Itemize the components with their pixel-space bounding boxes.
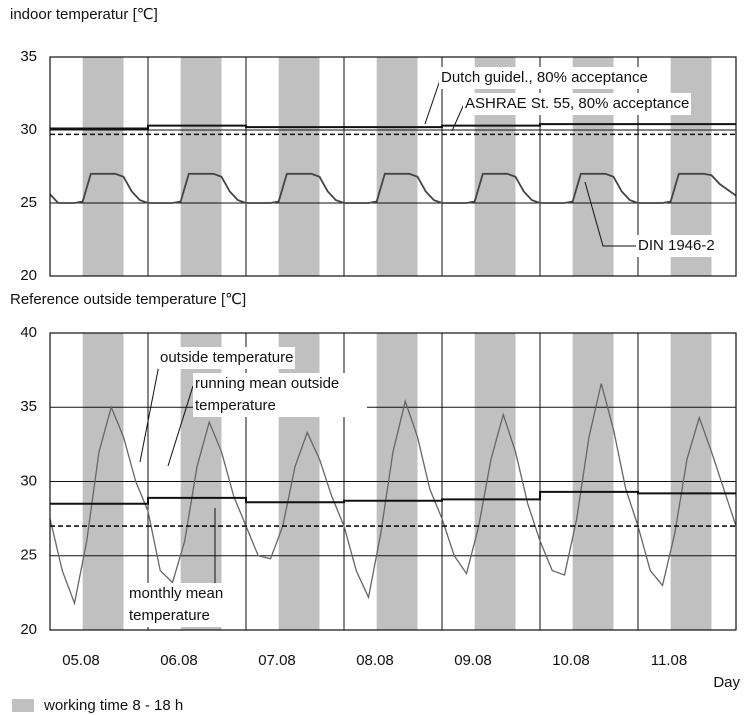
series-label: monthly mean temperature [127, 583, 241, 627]
series-line [49, 172, 737, 204]
x-tick-label: 05.08 [62, 652, 100, 669]
leader-line [584, 181, 638, 247]
plot-frame [49, 332, 737, 631]
series-line [49, 383, 737, 606]
working-time-band [376, 57, 418, 276]
panel-title: indoor temperatur [℃] [10, 6, 158, 23]
plot-frame [49, 56, 737, 277]
leader-line [424, 79, 441, 125]
leader-line [451, 103, 465, 132]
series-label: ASHRAE St. 55, 80% acceptance [463, 93, 692, 115]
y-tick-label: 35 [20, 48, 37, 65]
legend-label: working time 8 - 18 h [43, 697, 183, 714]
x-tick-label: 06.08 [160, 652, 198, 669]
x-tick-label: 07.08 [258, 652, 296, 669]
y-tick-label: 40 [20, 324, 37, 341]
y-tick-label: 20 [20, 621, 37, 638]
x-tick-label: 09.08 [454, 652, 492, 669]
series-label: outside temperature [158, 347, 296, 369]
working-time-band [572, 57, 614, 276]
working-time-band [474, 57, 516, 276]
series-line [50, 123, 736, 130]
y-tick-label: 30 [20, 472, 37, 489]
y-tick-label: 20 [20, 267, 37, 284]
series-label: DIN 1946-2 [636, 235, 717, 257]
working-time-band [278, 57, 320, 276]
series-label: Dutch guidel., 80% acceptance [439, 67, 650, 89]
y-tick-label: 30 [20, 121, 37, 138]
series-line [50, 490, 736, 505]
working-time-band [180, 57, 222, 276]
x-axis-label: Day [713, 674, 740, 691]
legend-swatch [12, 699, 34, 712]
leader-line [167, 385, 194, 467]
x-tick-label: 11.08 [651, 652, 687, 669]
leader-line [139, 359, 161, 463]
working-time-band [82, 57, 124, 276]
panel-title: Reference outside temperature [℃] [10, 291, 246, 308]
y-tick-label: 25 [20, 547, 37, 564]
x-tick-label: 10.08 [552, 652, 590, 669]
series-label: running mean outside temperature [193, 373, 367, 417]
y-tick-label: 25 [20, 194, 37, 211]
y-tick-label: 35 [20, 398, 37, 415]
x-tick-label: 08.08 [356, 652, 394, 669]
